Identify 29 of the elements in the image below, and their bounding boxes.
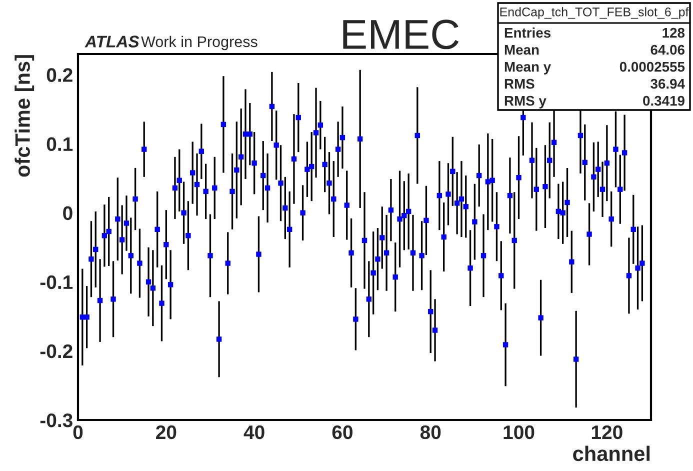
x-tick-label: 20	[156, 425, 176, 440]
x-tick-label: 60	[332, 425, 352, 440]
text: ATLAS	[84, 36, 140, 48]
x-tick-label: 40	[244, 425, 264, 440]
annotation: 64.06	[650, 44, 684, 55]
annotation: 36.94	[650, 78, 685, 89]
y-tick-label: 0.1	[46, 137, 73, 152]
y-axis-title: ofcTime [ns]	[14, 55, 34, 177]
x-tick-label: 80	[420, 425, 441, 440]
y-tick-label: -0.3	[40, 413, 72, 428]
text: Entries	[504, 28, 551, 38]
text: Work in Progress	[141, 36, 258, 50]
annotation: 0.0002555	[620, 62, 685, 72]
x-axis-title: channel	[573, 446, 650, 462]
x-tick-label: 0	[73, 425, 83, 440]
annotation: 0.3419	[643, 96, 684, 106]
text: EndCap_tch_TOT_FEB_slot_6_pf	[500, 7, 689, 19]
text: 128	[662, 28, 685, 38]
annotation: Mean y	[504, 62, 552, 74]
x-tick-label: 120	[592, 425, 622, 440]
y-tick-label: 0.2	[46, 68, 72, 82]
y-tick-label: -0.2	[40, 344, 72, 358]
x-tick-label: 100	[504, 425, 534, 440]
y-tick-label: 0	[63, 206, 72, 220]
annotation: RMS y	[504, 96, 546, 108]
annotation: RMS	[504, 78, 534, 89]
annotation: Mean	[504, 45, 539, 55]
y-tick-label: -0.1	[40, 275, 73, 290]
chart-title: EMEC	[343, 20, 459, 50]
